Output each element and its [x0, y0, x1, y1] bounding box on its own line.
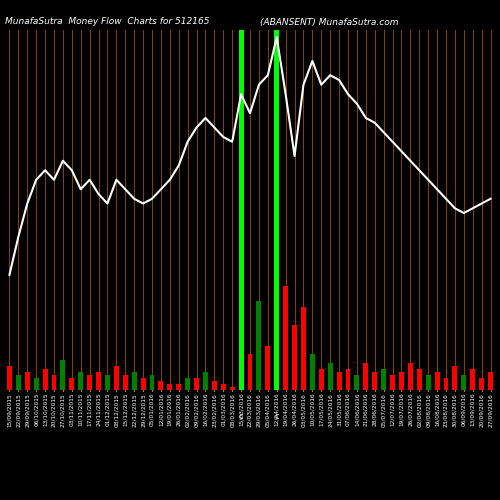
Bar: [52, 375, 57, 390]
Bar: [158, 381, 164, 390]
Bar: [168, 384, 172, 390]
Bar: [105, 375, 110, 390]
Bar: [132, 372, 136, 390]
Bar: [176, 384, 181, 390]
Bar: [203, 372, 208, 390]
Text: c: c: [239, 412, 244, 420]
Bar: [372, 372, 377, 390]
Text: MunafaSutra  Money Flow  Charts for 512165: MunafaSutra Money Flow Charts for 512165: [5, 18, 210, 26]
Bar: [399, 372, 404, 390]
Bar: [230, 387, 234, 390]
Bar: [301, 307, 306, 390]
Bar: [185, 378, 190, 390]
Bar: [16, 375, 21, 390]
Bar: [194, 378, 199, 390]
Bar: [462, 375, 466, 390]
Bar: [470, 370, 475, 390]
Bar: [354, 375, 360, 390]
Bar: [310, 354, 315, 390]
Bar: [408, 364, 413, 390]
Text: c: c: [274, 412, 279, 420]
Bar: [140, 378, 145, 390]
Bar: [238, 30, 244, 390]
Bar: [488, 372, 493, 390]
Bar: [60, 360, 66, 390]
Bar: [123, 375, 128, 390]
Bar: [212, 381, 217, 390]
Bar: [34, 378, 38, 390]
Bar: [328, 364, 332, 390]
Bar: [266, 346, 270, 390]
Bar: [426, 375, 430, 390]
Bar: [283, 286, 288, 390]
Bar: [381, 370, 386, 390]
Bar: [444, 378, 448, 390]
Bar: [150, 375, 154, 390]
Bar: [434, 372, 440, 390]
Text: (ABANSENT) MunafaSutra.com: (ABANSENT) MunafaSutra.com: [260, 18, 398, 26]
Bar: [221, 384, 226, 390]
Bar: [479, 378, 484, 390]
Bar: [25, 372, 29, 390]
Bar: [78, 372, 83, 390]
Bar: [114, 366, 119, 390]
Bar: [70, 378, 74, 390]
Bar: [319, 370, 324, 390]
Bar: [274, 30, 279, 390]
Bar: [96, 372, 101, 390]
Bar: [256, 301, 262, 390]
Bar: [417, 370, 422, 390]
Bar: [87, 375, 92, 390]
Bar: [248, 354, 252, 390]
Bar: [390, 375, 395, 390]
Bar: [336, 372, 342, 390]
Bar: [292, 325, 297, 390]
Bar: [346, 370, 350, 390]
Bar: [7, 366, 12, 390]
Bar: [452, 366, 458, 390]
Bar: [364, 364, 368, 390]
Bar: [42, 370, 48, 390]
